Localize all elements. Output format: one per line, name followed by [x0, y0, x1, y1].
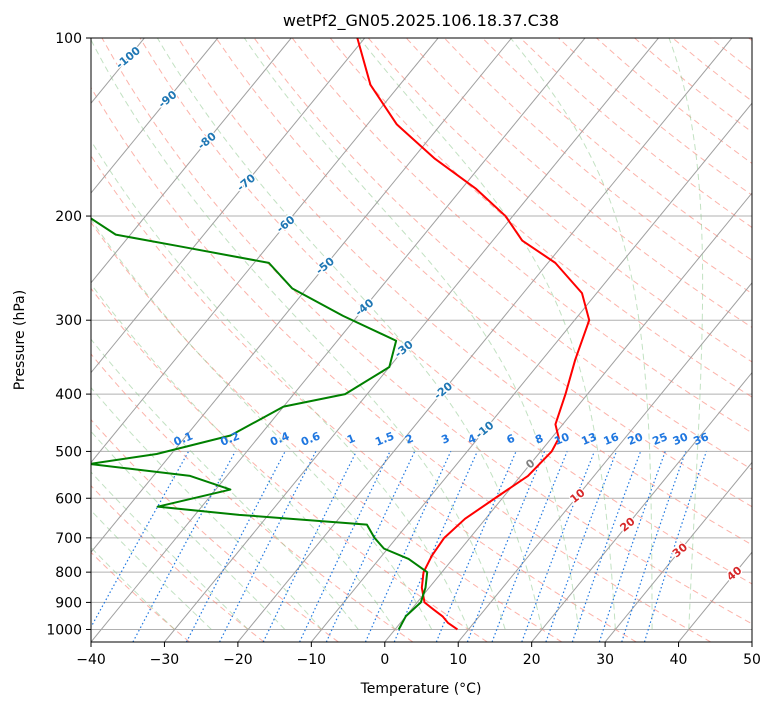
mixing-ratio-label: 1	[345, 432, 357, 447]
dry-adiabat	[91, 154, 637, 642]
temperature-profile	[356, 38, 591, 631]
mixing-ratio-label: 20	[626, 430, 645, 448]
y-tick-label: 700	[55, 531, 82, 547]
x-axis-label: Temperature (°C)	[360, 681, 482, 697]
mixing-ratio-label: 13	[580, 430, 599, 448]
skewed-isotherm	[164, 38, 659, 642]
moist-adiabat	[91, 338, 359, 630]
y-tick-label: 200	[55, 209, 82, 225]
mixing-ratio-line	[219, 451, 317, 642]
mixing-ratio-label: 25	[650, 430, 669, 448]
dry-adiabat	[405, 38, 752, 329]
dry-adiabat	[91, 551, 190, 642]
x-tick-label: −10	[297, 652, 327, 668]
mixing-ratio-label: 36	[692, 430, 711, 448]
skewed-isotherm	[384, 192, 752, 642]
mixing-ratio-label: 10	[552, 430, 571, 448]
x-tick-label: 10	[449, 652, 467, 668]
mixing-ratio-line	[571, 451, 642, 642]
skewed-isotherm	[531, 371, 752, 642]
moist-adiabat	[91, 283, 396, 630]
x-tick-label: 40	[670, 652, 688, 668]
skewed-isotherm	[91, 38, 512, 553]
mixing-ratio-line	[466, 451, 546, 642]
dry-adiabat	[329, 38, 752, 398]
mixing-ratio-line	[91, 451, 190, 629]
dry-adiabat	[91, 353, 414, 642]
x-tick-label: 30	[596, 652, 614, 668]
dry-adiabat	[91, 221, 563, 642]
dry-adiabat	[91, 484, 265, 642]
dewpoint-profile	[91, 217, 429, 630]
plot-background	[91, 38, 752, 642]
x-tick-label: 0	[380, 652, 389, 668]
moist-adiabat	[91, 509, 212, 630]
profile-lines	[91, 38, 591, 631]
mixing-ratio-label: 2	[403, 432, 415, 447]
moist-adiabat	[156, 38, 543, 630]
x-tick-label: −30	[150, 652, 180, 668]
skewed-isotherm	[310, 102, 752, 642]
y-tick-label: 400	[55, 387, 82, 403]
dry-adiabat	[367, 38, 752, 363]
skewed-isotherm	[91, 38, 586, 642]
moist-adiabat	[510, 38, 653, 630]
mixing-ratio-label: 30	[671, 430, 690, 448]
mixing-ratio-line	[545, 451, 618, 642]
y-tick-label: 800	[55, 565, 82, 581]
moist-adiabat	[91, 38, 506, 630]
skewed-isotherm	[91, 38, 439, 464]
skewed-isotherm	[457, 282, 752, 642]
skewed-isotherm	[237, 38, 733, 642]
dry-adiabat	[91, 287, 488, 642]
chart-title: wetPf2_GN05.2025.106.18.37.C38	[283, 11, 559, 31]
moist-adiabat	[91, 386, 322, 630]
dry-adiabat	[291, 38, 752, 434]
mixing-ratio-label: 3	[440, 432, 452, 447]
moist-adiabat	[243, 38, 580, 630]
skewed-isotherm	[604, 461, 752, 642]
x-tick-label: −40	[76, 652, 106, 668]
mixing-ratio-line	[598, 451, 666, 642]
dry-adiabat	[253, 38, 752, 470]
mixing-ratio-line	[132, 451, 236, 642]
x-tick-label: −20	[223, 652, 253, 668]
x-tick-label: 20	[523, 652, 541, 668]
y-tick-label: 600	[55, 491, 82, 507]
moist-adiabat	[91, 546, 176, 630]
dry-adiabat	[91, 86, 712, 642]
mixing-ratio-line	[491, 451, 568, 642]
mixing-ratio-line	[364, 451, 452, 642]
mixing-ratio-label: 16	[602, 430, 621, 448]
mixing-ratio-line	[435, 451, 517, 642]
x-tick-label: 50	[743, 652, 761, 668]
dry-adiabat	[91, 418, 339, 642]
y-axis-label: Pressure (hPa)	[12, 290, 28, 390]
y-tick-label: 500	[55, 444, 82, 460]
moist-adiabat	[91, 218, 433, 630]
skewed-isotherm	[91, 38, 219, 194]
skewed-isotherm	[91, 38, 292, 284]
y-tick-label: 900	[55, 595, 82, 611]
background-lines	[91, 38, 752, 642]
moist-adiabat	[358, 38, 616, 630]
plot-frame	[90, 37, 753, 643]
moist-adiabat	[668, 38, 704, 630]
mixing-ratio-line	[643, 451, 707, 642]
skewed-isotherm	[91, 38, 366, 374]
mixing-ratio-line	[621, 451, 687, 642]
y-tick-label: 1000	[46, 622, 82, 638]
axes: −40 −30 −20 −10 0 10 20 30 40 50 1000 900 800 700 600 5…	[46, 31, 761, 668]
y-tick-label: 100	[55, 31, 82, 47]
mixing-ratio-label: 8	[533, 432, 545, 447]
mixing-ratio-line	[521, 451, 595, 642]
y-tick-label: 300	[55, 313, 82, 329]
